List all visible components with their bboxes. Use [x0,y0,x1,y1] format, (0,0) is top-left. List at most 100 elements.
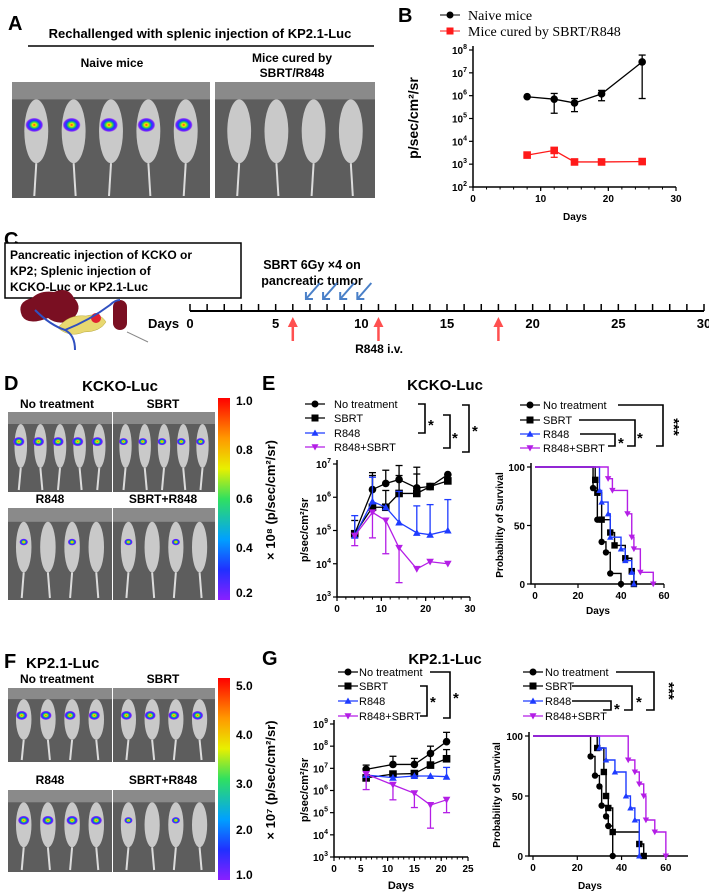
luminescence-signal [176,437,186,446]
marker-circle [529,668,537,676]
timeline-tick-label: 25 [611,316,625,331]
mouse-tail [69,847,74,871]
r848-label: R848 i.v. [355,342,403,356]
luminescence-signal [42,815,54,825]
significance-label: *** [660,682,677,700]
marker-triangle-up [602,756,610,763]
mouse-tail [46,739,51,761]
imaging-stage [113,412,215,424]
panel-letter: B [398,5,412,27]
marker-square [344,682,352,690]
mouse-tail [17,467,22,491]
series-line [366,774,447,779]
legend-marker-circle [446,11,454,19]
luminescence-signal [157,437,167,446]
timeline-tick-label: 10 [354,316,368,331]
marker-circle [570,99,579,107]
mouse-body [64,521,80,573]
group-label: SBRT+R848 [129,773,198,787]
x-tick-label: 20 [603,194,615,205]
x-tick-label: 10 [535,194,547,205]
mouse-body [177,424,190,468]
marker-triangle-down [426,558,434,566]
mouse-tail [172,739,177,761]
marker-triangle-up [529,697,537,704]
series-line [527,149,643,163]
mouse-body [120,802,137,848]
legend-label: R848 [543,429,569,441]
marker-triangle-down [381,517,390,525]
mice-image-sbrt [113,412,215,492]
luminescence-signal [120,710,133,720]
y-tick-label: 106 [452,90,467,103]
mouse-tail [20,739,25,761]
y-tick-label: 102 [452,181,467,194]
protocol-box [4,242,242,299]
survival-curve [535,466,635,584]
x-axis-label: Days [578,881,602,892]
luminescence-signal [171,538,181,546]
luminescence-signal [174,117,193,133]
group-label: R848 [36,492,65,506]
mouse-body [301,99,326,164]
x-tick-label: 30 [464,604,476,615]
panel-d: D KCKO-Luc No treatment SBRT R848 SBRT+R… [4,373,278,600]
mice-image-no-treatment [8,688,112,762]
y-tick-label: 50 [514,522,526,533]
marker-triangle-up [444,526,452,534]
significance-bracket [430,671,451,719]
marker-triangle-up [622,557,629,564]
mouse-tail [182,467,187,491]
mouse-body [144,802,160,848]
series-no-treatment [533,735,616,860]
luminescence-signal [118,437,129,446]
anatomy-illustration [20,290,149,351]
mouse-body [138,424,151,468]
mouse-tail [72,163,77,197]
series-r848-sbrt [535,466,657,588]
y-tick-label: 100 [508,463,525,474]
y-tick-label: 107 [313,762,328,775]
y-tick-label: 108 [452,44,467,57]
marker-triangle-down [609,487,616,494]
marker-circle [609,852,616,860]
mouse-tail [198,739,203,761]
x-tick-label: 10 [382,864,394,875]
legend-label: No treatment [359,667,423,679]
y-tick-label: 0 [517,852,523,863]
legend-label: R848+SBRT [545,711,607,723]
x-tick-label: 20 [572,591,584,602]
colorbar-label: × 10⁷ (p/sec/cm²/sr) [263,720,278,839]
marker-circle [598,802,605,809]
marker-square [523,151,531,159]
legend-label: No treatment [334,399,398,411]
mouse-body [120,521,137,573]
significance-label: * [430,694,436,711]
naive-mice-image [12,82,210,198]
series-mice-cured-by-sbrt-r848 [523,146,646,166]
y-tick-label: 103 [313,851,328,864]
colorbar-tick: 0.8 [236,443,253,457]
marker-triangle-up [611,768,619,775]
legend-label: No treatment [543,400,607,412]
marker-triangle-down [362,771,370,778]
marker-circle [598,538,605,546]
marker-circle [638,58,646,66]
legend-bli: No treatment SBRT R848 R848+SBRT * * [338,667,459,723]
marker-circle [344,668,352,676]
sbrt-arrowhead-icon [304,292,313,300]
marker-square [609,828,616,836]
luminescence-signal [195,437,206,446]
y-tick-label: 108 [313,740,328,753]
marker-triangle-down [650,581,657,588]
marker-circle [550,95,558,104]
marker-square [526,416,534,424]
protocol-text: KP2; Splenic injection of [10,264,152,278]
marker-triangle-down [350,532,359,540]
significance-bracket [572,700,612,711]
legend-label: Naive mice [468,9,532,24]
legend-label: R848+SBRT [334,442,396,454]
y-tick-label: 106 [316,491,331,504]
significance-bracket [616,671,655,711]
luminescence-signal [40,710,52,721]
